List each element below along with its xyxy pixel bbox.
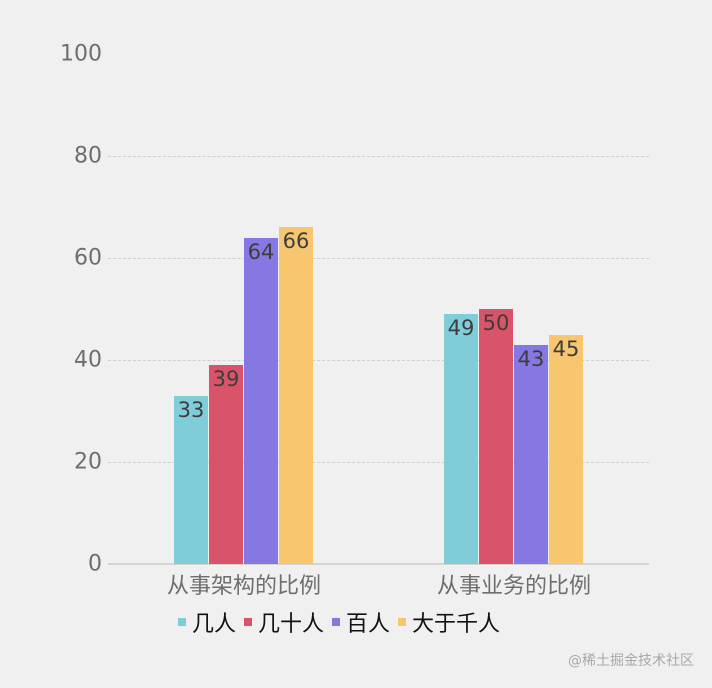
bar: 39: [209, 365, 243, 564]
legend-label: 几十人: [258, 612, 325, 637]
bar-value-label: 64: [247, 239, 275, 264]
bar-value-label: 33: [177, 397, 205, 422]
gridline: [108, 462, 649, 463]
bar: 43: [514, 344, 548, 564]
legend-label: 大于千人: [412, 612, 501, 637]
legend-swatch-icon: [332, 618, 341, 626]
watermark: @稀土掘金技术社区: [568, 653, 694, 669]
bar: 64: [244, 237, 278, 564]
bar-value-label: 39: [212, 367, 240, 392]
y-tick-label: 20: [74, 449, 102, 475]
bar-value-label: 50: [482, 311, 510, 335]
x-axis-line: [108, 563, 649, 565]
legend-swatch-icon: [244, 618, 253, 626]
x-tick-label: 从事架构的比例: [166, 574, 321, 599]
bar: 49: [444, 314, 478, 564]
y-tick-label: 100: [60, 41, 102, 67]
legend-label: 百人: [346, 612, 391, 637]
gridline: [108, 258, 649, 259]
bar: 33: [174, 395, 208, 564]
y-tick-label: 0: [88, 551, 102, 577]
gridline: [108, 360, 649, 361]
legend: 几人 几十人 百人 大于千人: [178, 606, 508, 638]
gridline: [108, 156, 649, 157]
bar: 45: [549, 334, 583, 564]
y-tick-label: 40: [74, 347, 102, 373]
bar: 50: [479, 309, 513, 564]
bar: 66: [279, 227, 313, 564]
y-tick-label: 60: [74, 245, 102, 271]
bar-value-label: 66: [282, 229, 310, 254]
y-tick-label: 80: [74, 143, 102, 169]
legend-label: 几人: [192, 612, 237, 637]
legend-item[interactable]: 几十人: [244, 606, 324, 638]
bar-value-label: 45: [552, 336, 580, 361]
legend-swatch-icon: [398, 618, 407, 626]
bar-value-label: 43: [517, 346, 545, 371]
legend-item[interactable]: 百人: [332, 606, 390, 638]
x-tick-label: 从事业务的比例: [436, 574, 591, 599]
legend-item[interactable]: 几人: [178, 606, 236, 638]
legend-swatch-icon: [178, 618, 186, 626]
bar-value-label: 49: [447, 316, 475, 341]
legend-item[interactable]: 大于千人: [398, 606, 500, 638]
